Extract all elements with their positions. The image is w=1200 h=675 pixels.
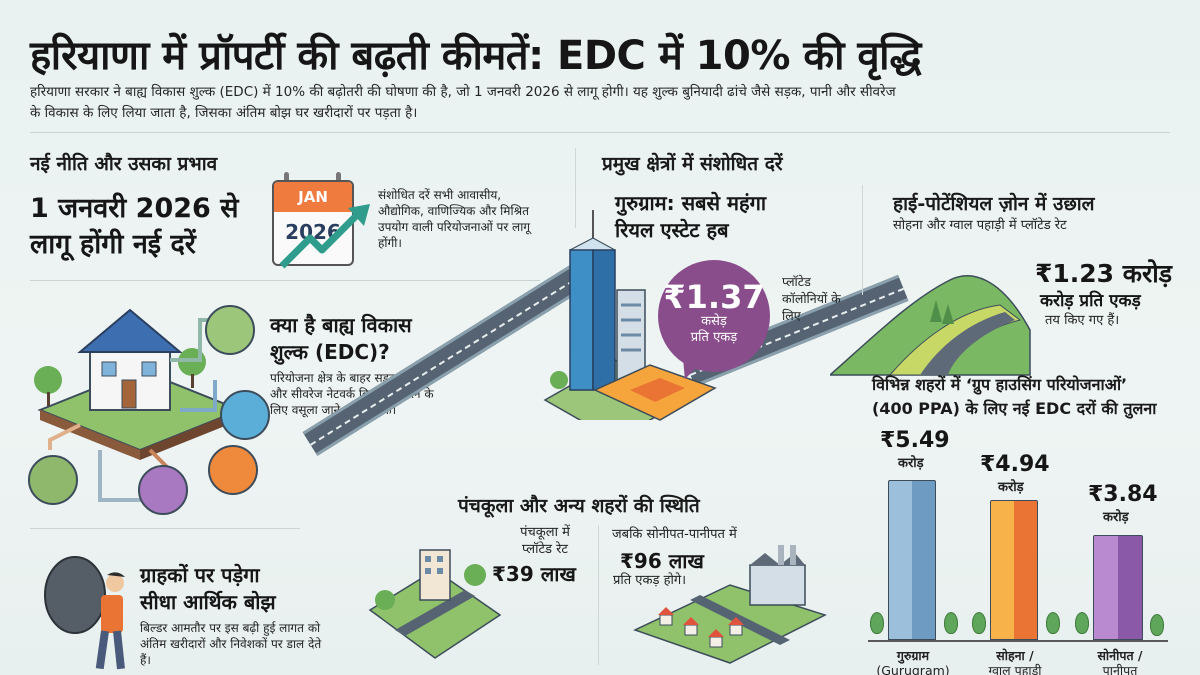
bar-gurugram-unit: करोड़ — [898, 456, 924, 471]
comparison-heading-line1: विभिन्न शहरों में ‘ग्रुप हाउसिंग परियोजन… — [872, 375, 1128, 394]
section-divider — [575, 148, 576, 228]
section-divider — [598, 525, 599, 665]
water-tap-icon — [220, 390, 270, 440]
calendar-ring — [336, 172, 341, 184]
bar-sonipat-label: सोनीपत / — [1097, 648, 1143, 663]
gurugram-unit-line1: कसेड़ — [701, 314, 727, 329]
chart-baseline — [868, 640, 1168, 642]
bar-gurugram-amount: ₹5.49 — [880, 428, 950, 453]
road-icon — [205, 305, 255, 355]
section-divider — [30, 528, 300, 529]
person-carrying-bag-illustration — [44, 556, 125, 670]
tree-icon — [1150, 614, 1164, 636]
high-potential-unit: करोड़ प्रति एकड़ — [1040, 291, 1141, 311]
policy-heading: नई नीति और उसका प्रभाव — [30, 153, 218, 175]
tree-icon — [870, 612, 884, 634]
hill-road-illustration — [830, 275, 1031, 376]
header-divider — [30, 132, 1170, 133]
sonipat-line1: जबकि सोनीपत-पानीपत में — [612, 527, 737, 542]
gurugram-price-bubble: ₹1.37 कसेड़ प्रति एकड़ — [658, 260, 770, 372]
effective-date-line1: 1 जनवरी 2026 से — [30, 193, 239, 224]
effective-date-line2: लागू होंगी नई दरें — [30, 229, 196, 260]
bar-sonipat-unit: करोड़ — [1103, 510, 1129, 525]
sonipat-price: ₹96 लाख — [620, 549, 704, 573]
bar-gurugram-tower — [888, 480, 936, 640]
tree-icon — [944, 612, 958, 634]
bar-gurugram-label-en: (Gurugram) — [876, 663, 950, 675]
high-potential-price: ₹1.23 करोड़ — [1035, 259, 1173, 288]
sewer-icon — [208, 445, 258, 495]
gurugram-heading-line1: गुरुग्राम: सबसे महंगा — [615, 191, 767, 215]
panchkula-line2: प्लॉटेड रेट — [522, 542, 568, 557]
bar-sonipat-tower — [1093, 535, 1143, 640]
tree-icon — [1075, 612, 1089, 634]
bar-sohna-label: सोहना / — [996, 648, 1034, 663]
burden-heading-line2: सीधा आर्थिक बोझ — [140, 590, 276, 614]
bar-sohna-tower — [990, 500, 1038, 640]
bar-gurugram-label: गुरुग्राम — [896, 648, 930, 663]
other-cities-heading: पंचकूला और अन्य शहरों की स्थिति — [458, 495, 700, 517]
panchkula-price: ₹39 लाख — [492, 562, 576, 586]
edc-heading-line1: क्या है बाह्य विकास — [270, 313, 412, 337]
sonipat-industrial-illustration — [633, 545, 827, 664]
panchkula-park-illustration — [368, 549, 502, 659]
high-potential-note: तय किए गए हैं। — [1045, 313, 1120, 328]
calendar-month: JAN — [274, 182, 352, 212]
pipe-icon — [138, 465, 188, 515]
section-divider — [862, 185, 863, 295]
high-potential-heading: हाई-पोटेंशियल ज़ोन में उछाल — [893, 193, 1095, 215]
edc-heading-line2: शुल्क (EDC)? — [270, 340, 390, 364]
tree-icon — [972, 612, 986, 634]
gurugram-note: प्लॉटेड कॉलोनियों के लिए — [782, 274, 841, 323]
page-title: हरियाणा में प्रॉपर्टी की बढ़ती कीमतें: E… — [30, 33, 921, 79]
bar-sohna-amount: ₹4.94 — [980, 452, 1050, 477]
comparison-heading-line2: (400 PPA) के लिए नई EDC दरों की तुलना — [872, 399, 1157, 418]
burden-heading-line1: ग्राहकों पर पड़ेगा — [140, 563, 260, 587]
regions-heading: प्रमुख क्षेत्रों में संशोधित दरें — [602, 153, 783, 175]
page-subtitle: हरियाणा सरकार ने बाह्य विकास शुल्क (EDC)… — [30, 84, 896, 121]
bar-sohna-unit: करोड़ — [998, 480, 1024, 495]
bar-sonipat-amount: ₹3.84 — [1088, 482, 1158, 507]
calendar-ring — [284, 172, 289, 184]
orange-plot-grid — [593, 364, 717, 421]
bar-sonipat-label-2: पानीपत — [1102, 663, 1138, 675]
sonipat-line2: प्रति एकड़ होगे। — [613, 573, 687, 588]
highway-icon — [28, 455, 78, 505]
panchkula-line1: पंचकूला में — [520, 525, 570, 540]
gurugram-heading-line2: रियल एस्टेट हब — [615, 218, 729, 242]
policy-note: संशोधित दरें सभी आवासीय, औद्योगिक, वाणिज… — [378, 188, 531, 250]
bar-sohna-label-2: ग्वाल पहाड़ी — [988, 663, 1042, 675]
burden-description: बिल्डर आमतौर पर इस बढ़ी हुई लागत को अंति… — [140, 621, 322, 667]
high-potential-sub: सोहना और ग्वाल पहाड़ी में प्लॉटेड रेट — [893, 218, 1067, 233]
trend-arrow-icon — [279, 204, 370, 269]
section-divider — [30, 280, 540, 281]
gurugram-unit-line2: प्रति एकड़ — [690, 330, 738, 345]
tree-icon — [1046, 612, 1060, 634]
gurugram-price: ₹1.37 — [663, 278, 765, 316]
